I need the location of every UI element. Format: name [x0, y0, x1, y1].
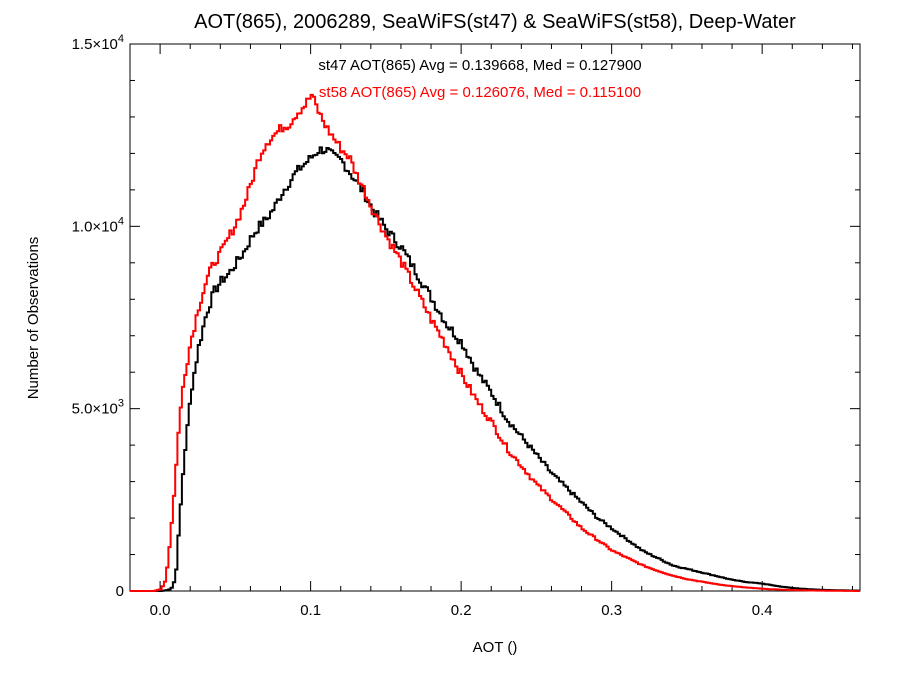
x-tick-label: 0.1: [300, 602, 321, 619]
chart-title: AOT(865), 2006289, SeaWiFS(st47) & SeaWi…: [194, 11, 796, 33]
plot-area: [129, 43, 861, 592]
st47-annotation: st47 AOT(865) Avg = 0.139668, Med = 0.12…: [318, 57, 641, 74]
x-axis-label: AOT (): [473, 639, 518, 656]
series-line-st47: [130, 146, 860, 592]
y-tick-labels: 0 5.0×103 1.0×104 1.5×104: [72, 33, 124, 600]
plot-frame: [129, 43, 861, 592]
y-tick-label: 1.0×104: [72, 215, 124, 235]
x-tick-label: 0.3: [601, 602, 622, 619]
axis-ticks: [129, 43, 860, 592]
y-axis-label: Number of Observations: [25, 237, 42, 400]
x-tick-labels: 0.0 0.1 0.2 0.3 0.4: [150, 602, 773, 619]
x-tick-label: 0.4: [752, 602, 773, 619]
x-tick-label: 0.2: [451, 602, 472, 619]
series-line-st58: [130, 93, 860, 592]
series-layer: [130, 93, 860, 592]
y-tick-label: 0: [116, 583, 124, 600]
y-tick-label: 5.0×103: [72, 398, 124, 418]
x-tick-label: 0.0: [150, 602, 171, 619]
y-tick-label: 1.5×104: [72, 33, 124, 53]
st58-annotation: st58 AOT(865) Avg = 0.126076, Med = 0.11…: [319, 84, 641, 101]
